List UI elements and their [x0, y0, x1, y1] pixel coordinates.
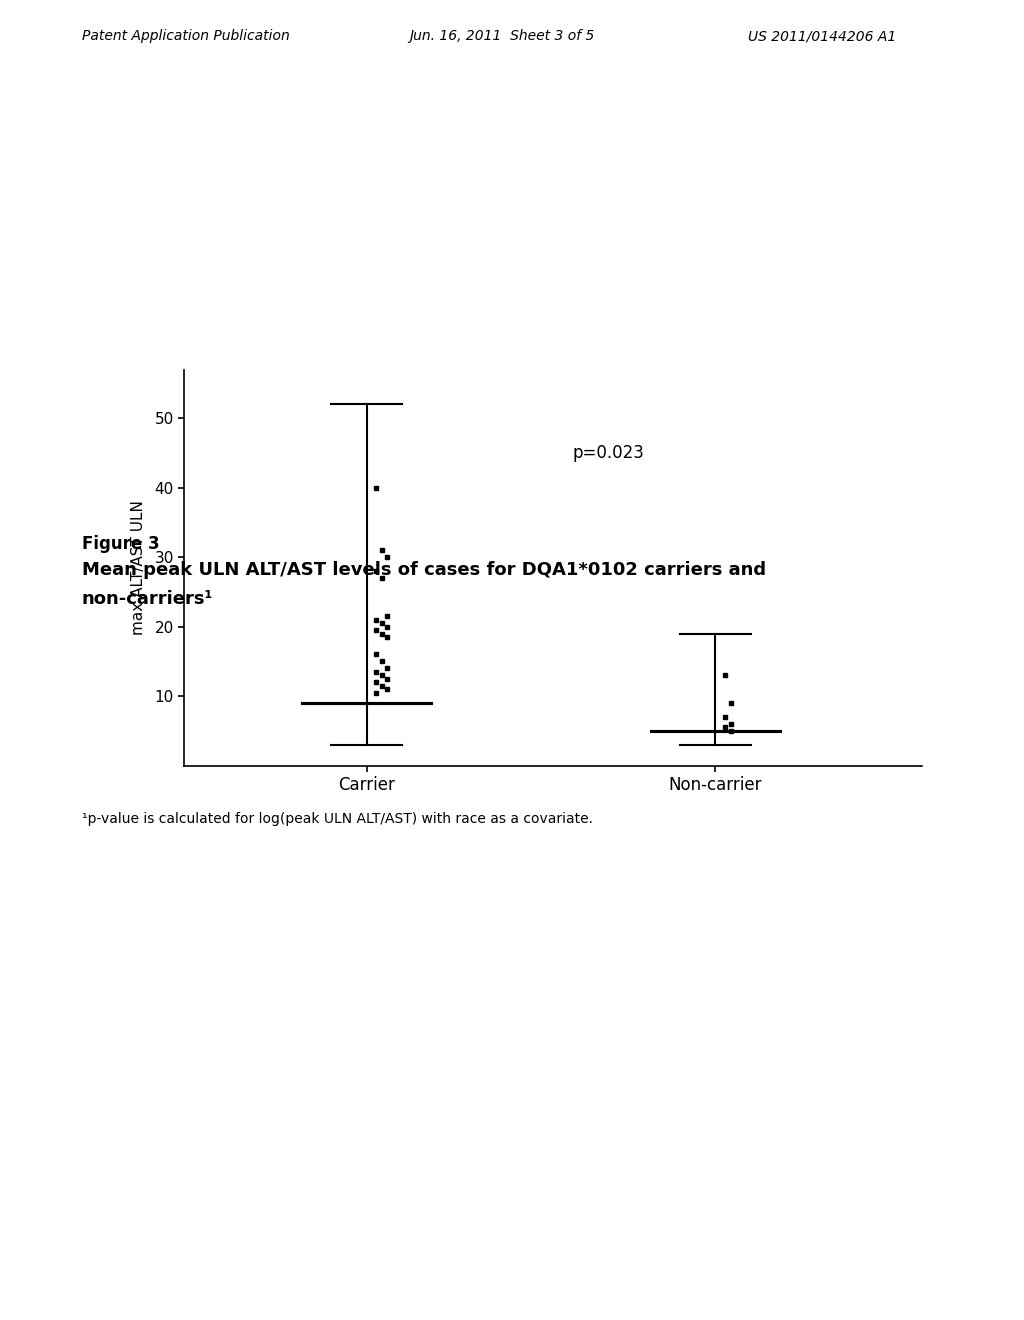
- Text: p=0.023: p=0.023: [572, 444, 645, 462]
- Text: Patent Application Publication: Patent Application Publication: [82, 29, 290, 44]
- Text: US 2011/0144206 A1: US 2011/0144206 A1: [748, 29, 896, 44]
- Text: Mean peak ULN ALT/AST levels of cases for DQA1*0102 carriers and: Mean peak ULN ALT/AST levels of cases fo…: [82, 561, 766, 579]
- Text: Figure 3: Figure 3: [82, 535, 160, 553]
- Text: ¹p-value is calculated for log(peak ULN ALT/AST) with race as a covariate.: ¹p-value is calculated for log(peak ULN …: [82, 812, 593, 826]
- Text: non-carriers¹: non-carriers¹: [82, 590, 213, 609]
- Text: Jun. 16, 2011  Sheet 3 of 5: Jun. 16, 2011 Sheet 3 of 5: [410, 29, 595, 44]
- Y-axis label: max ALT/AST ULN: max ALT/AST ULN: [131, 500, 146, 635]
